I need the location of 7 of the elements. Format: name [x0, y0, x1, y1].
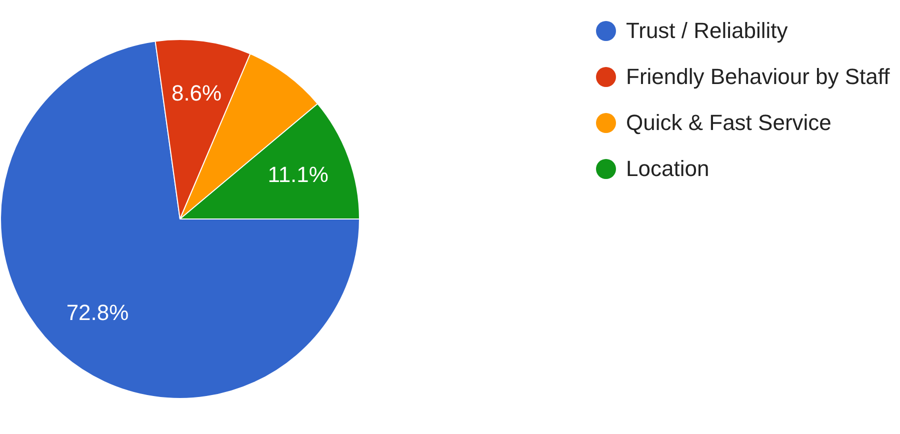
data-label: 72.8% [66, 300, 129, 325]
data-label: 8.6% [171, 80, 222, 106]
data-label: 11.1% [268, 162, 328, 188]
legend-label: Trust / Reliability [626, 18, 788, 44]
legend-label: Location [626, 156, 710, 182]
legend-label: Quick & Fast Service [626, 110, 832, 136]
legend-label: Friendly Behaviour by Staff [626, 64, 890, 90]
